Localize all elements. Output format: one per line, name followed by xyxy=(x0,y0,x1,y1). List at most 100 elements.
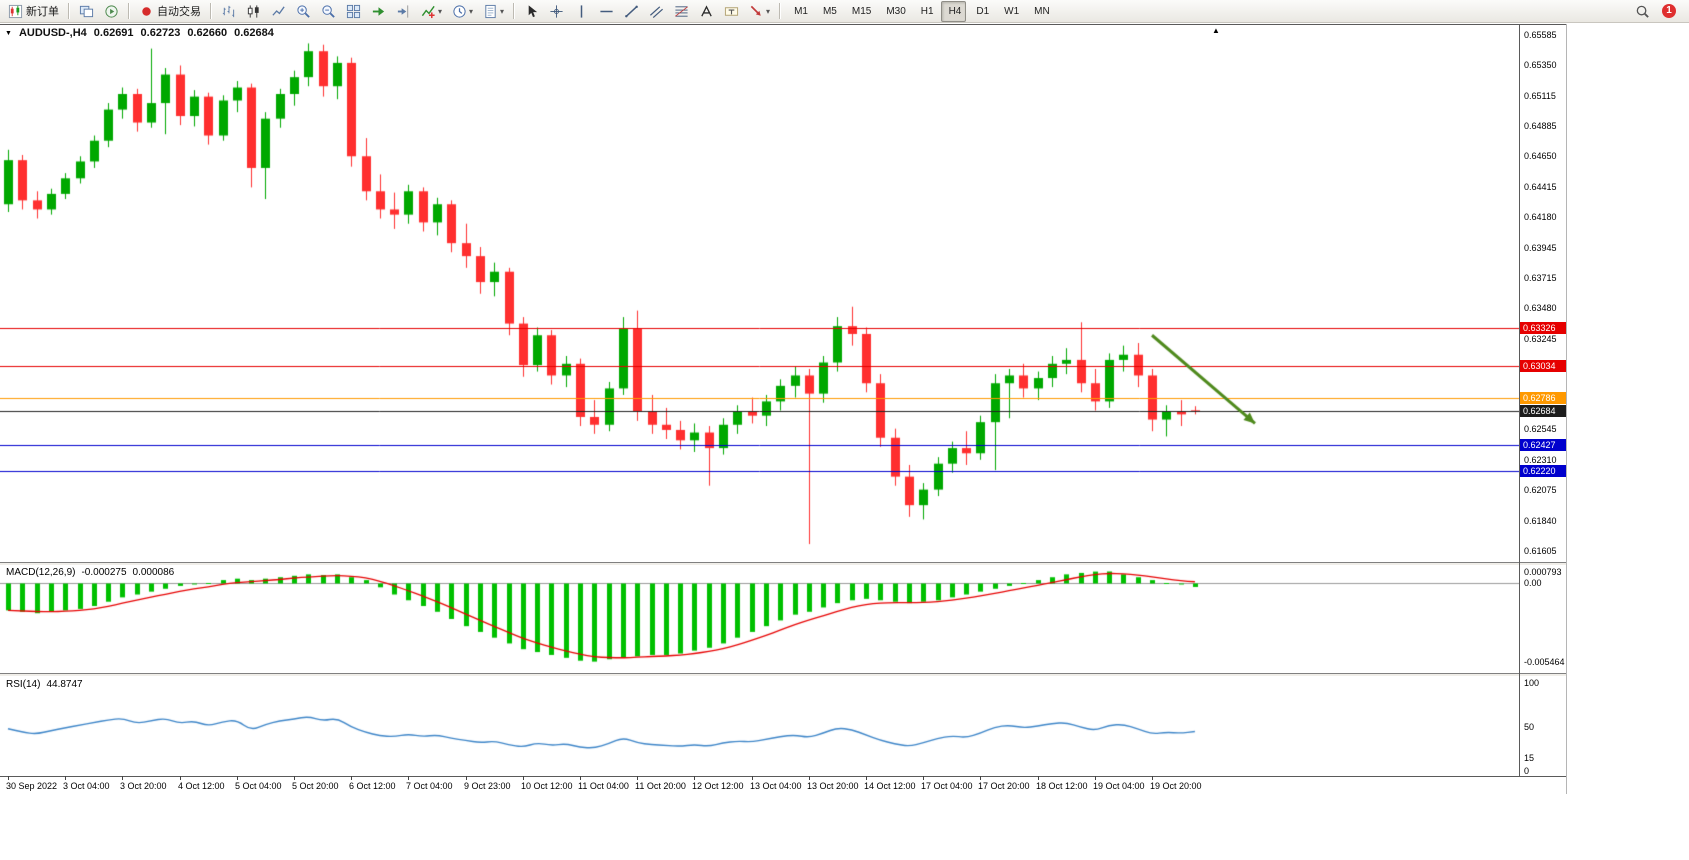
price-axis-border xyxy=(1519,24,1520,777)
notification-badge[interactable]: 1 xyxy=(1662,4,1676,18)
main-toolbar: 新订单 自动交易 ▾ ▾ ▾ ▾ M1 M5 M15 M30 H1 H4 D1 W1 MN 1 xyxy=(0,0,1689,23)
timeframe-m5-button[interactable]: M5 xyxy=(815,1,842,22)
time-tick xyxy=(523,776,524,780)
price-tag-resistance-1: 0.63326 xyxy=(1520,321,1566,334)
time-label: 11 Oct 04:00 xyxy=(578,781,629,791)
timeframe-d1-button[interactable]: D1 xyxy=(968,1,994,22)
rsi-indicator-chart[interactable] xyxy=(0,677,1519,776)
timeframe-w1-button[interactable]: W1 xyxy=(996,1,1024,22)
indicators-button[interactable]: ▾ xyxy=(417,1,446,22)
toolbar-separator xyxy=(68,3,70,19)
crosshair-button[interactable] xyxy=(545,1,568,22)
chart-symbol-period: AUDUSD-,H4 xyxy=(18,27,87,39)
search-icon xyxy=(1635,4,1650,19)
time-axis[interactable]: 30 Sep 2022 3 Oct 04:00 3 Oct 20:00 4 Oct 1… xyxy=(0,776,1519,794)
templates-button[interactable]: ▾ xyxy=(479,1,508,22)
timeframe-mn-button[interactable]: MN xyxy=(1026,1,1055,22)
chart-shift-marker[interactable]: ▲ xyxy=(1212,26,1220,35)
vertical-line-button[interactable] xyxy=(570,1,593,22)
arrows-button[interactable]: ▾ xyxy=(745,1,774,22)
time-label: 13 Oct 20:00 xyxy=(807,781,859,791)
time-label: 7 Oct 04:00 xyxy=(406,781,453,791)
autotrading-icon xyxy=(139,4,154,19)
timeframe-m1-button-label: M1 xyxy=(794,5,808,17)
rsi-indicator-label: RSI(14) 44.8747 xyxy=(6,679,83,690)
autotrading-button[interactable]: 自动交易 xyxy=(135,1,205,22)
macd-tick-label: 0.000793 xyxy=(1524,566,1562,577)
timeframe-m1-button[interactable]: M1 xyxy=(786,1,813,22)
time-tick xyxy=(809,776,810,780)
candlestick-icon xyxy=(246,4,261,19)
periods-button[interactable]: ▾ xyxy=(448,1,477,22)
line-chart-button[interactable] xyxy=(267,1,290,22)
timeframe-w1-button-label: W1 xyxy=(1004,5,1020,17)
time-tick xyxy=(122,776,123,780)
charts-window-button[interactable] xyxy=(75,1,98,22)
bar-chart-icon xyxy=(221,4,236,19)
quote-low: 0.62660 xyxy=(187,27,228,39)
zoom-out-button[interactable] xyxy=(317,1,340,22)
text-label-button[interactable] xyxy=(720,1,743,22)
time-tick xyxy=(180,776,181,780)
channel-button[interactable] xyxy=(645,1,668,22)
panel-divider-2[interactable] xyxy=(0,673,1567,674)
horizontal-line-button[interactable] xyxy=(595,1,618,22)
trendline-icon xyxy=(624,4,639,19)
time-tick xyxy=(8,776,9,780)
candlestick-chart-button[interactable] xyxy=(242,1,265,22)
time-label: 5 Oct 20:00 xyxy=(292,781,339,791)
dropdown-caret-icon: ▾ xyxy=(766,6,771,16)
time-tick xyxy=(923,776,924,780)
panel-divider-2-band[interactable] xyxy=(0,674,1567,676)
price-tick-label: 0.64415 xyxy=(1524,181,1557,192)
chart-shift-button[interactable] xyxy=(392,1,415,22)
time-tick xyxy=(1152,776,1153,780)
time-tick xyxy=(752,776,753,780)
channel-icon xyxy=(649,4,664,19)
fibonacci-button[interactable] xyxy=(670,1,693,22)
zoom-in-icon xyxy=(296,4,311,19)
timeframe-m15-button[interactable]: M15 xyxy=(844,1,876,22)
macd-indicator-chart[interactable] xyxy=(0,565,1519,673)
periods-icon xyxy=(452,4,467,19)
timeframe-m30-button[interactable]: M30 xyxy=(878,1,910,22)
tile-windows-button[interactable] xyxy=(342,1,365,22)
time-tick xyxy=(637,776,638,780)
search-button[interactable] xyxy=(1631,1,1654,22)
cursor-button[interactable] xyxy=(520,1,543,22)
price-tick-label: 0.64650 xyxy=(1524,151,1557,162)
price-axis[interactable]: 0.65585 0.65350 0.65115 0.64885 0.64650 0.644… xyxy=(1519,0,1589,800)
bar-chart-button[interactable] xyxy=(217,1,240,22)
text-button[interactable] xyxy=(695,1,718,22)
arrows-icon xyxy=(749,4,764,19)
panel-divider-1-band[interactable] xyxy=(0,563,1567,565)
timeframe-h4-button[interactable]: H4 xyxy=(940,0,967,22)
auto-scroll-button[interactable] xyxy=(367,1,390,22)
strategy-tester-button[interactable] xyxy=(100,1,123,22)
charts-stack-icon xyxy=(79,4,94,19)
zoom-in-button[interactable] xyxy=(292,1,315,22)
panel-divider-1[interactable] xyxy=(0,562,1567,563)
timeframe-m15-button-label: M15 xyxy=(851,5,872,17)
toolbar-right-group: 1 xyxy=(1630,1,1686,22)
time-tick xyxy=(1095,776,1096,780)
price-tick-label: 0.62310 xyxy=(1524,454,1557,465)
time-label: 11 Oct 20:00 xyxy=(635,781,686,791)
time-label: 10 Oct 12:00 xyxy=(521,781,573,791)
price-tick-label: 0.64180 xyxy=(1524,212,1557,223)
price-tick-label: 0.65585 xyxy=(1524,30,1557,40)
price-tag-current-price: 0.62684 xyxy=(1520,405,1566,418)
fibonacci-icon xyxy=(674,4,689,19)
trendline-button[interactable] xyxy=(620,1,643,22)
time-tick xyxy=(65,776,66,780)
time-label: 14 Oct 12:00 xyxy=(864,781,916,791)
time-label: 12 Oct 12:00 xyxy=(692,781,744,791)
timeframe-h1-button-label: H1 xyxy=(920,5,934,17)
time-label: 18 Oct 12:00 xyxy=(1036,781,1088,791)
toolbar-separator xyxy=(513,3,516,19)
main-price-chart[interactable] xyxy=(0,25,1519,562)
time-tick xyxy=(294,776,295,780)
timeframe-h1-button[interactable]: H1 xyxy=(913,1,939,22)
new-order-button[interactable]: 新订单 xyxy=(4,1,63,22)
dropdown-caret-icon: ▾ xyxy=(469,6,474,16)
